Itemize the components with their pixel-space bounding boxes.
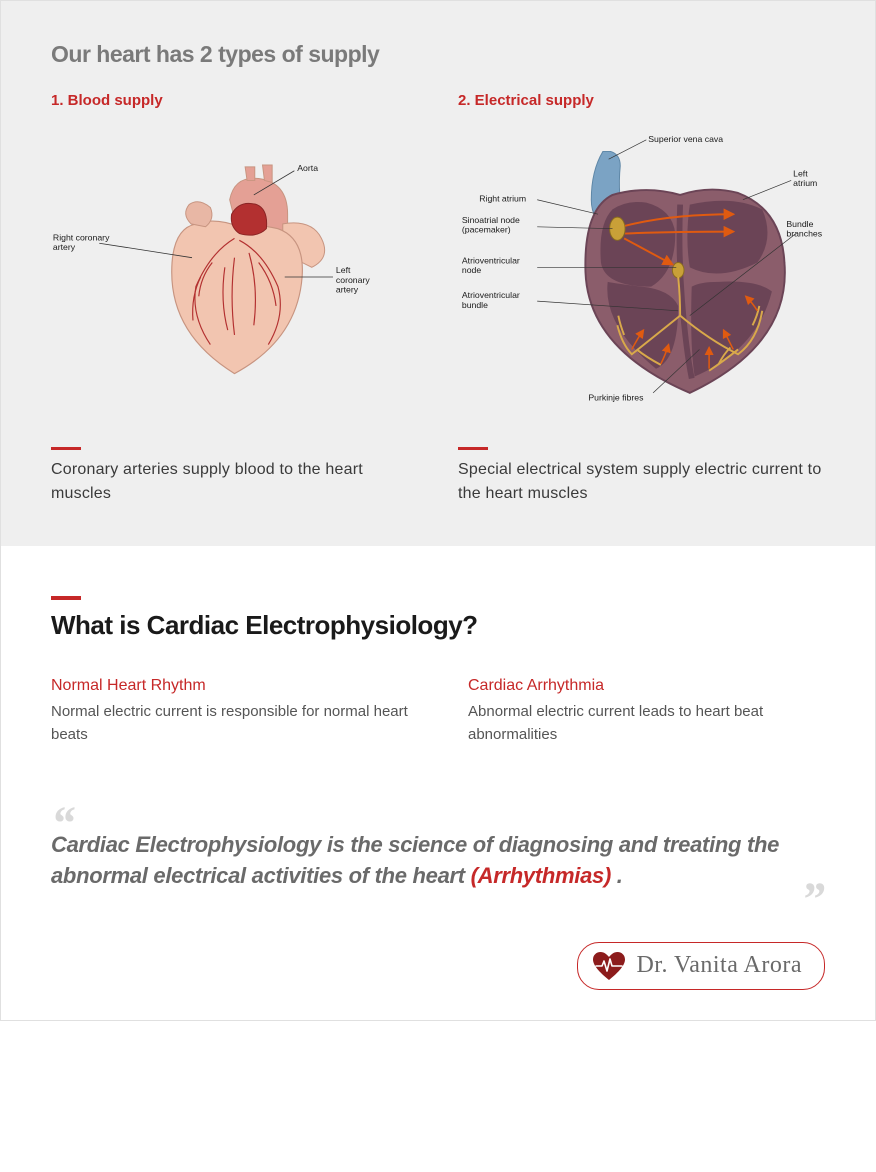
doctor-logo: Dr. Vanita Arora [577, 942, 825, 990]
svc-label: Superior vena cava [648, 134, 723, 144]
normal-rhythm-column: Normal Heart Rhythm Normal electric curr… [51, 677, 408, 746]
logo-row: Dr. Vanita Arora [51, 942, 825, 990]
arrhythmia-title: Cardiac Arrhythmia [468, 677, 825, 695]
blood-supply-column: 1. Blood supply [51, 92, 418, 506]
doctor-name: Dr. Vanita Arora [636, 952, 802, 979]
supply-row: 1. Blood supply [51, 92, 825, 506]
quote-part1: Cardiac Electrophysiology is the science… [51, 832, 779, 888]
heart-icon [592, 951, 626, 981]
quote-part2: . [611, 863, 623, 888]
electrophysiology-section: What is Cardiac Electrophysiology? Norma… [1, 546, 875, 1020]
rhythm-row: Normal Heart Rhythm Normal electric curr… [51, 677, 825, 746]
la-label: Leftatrium [793, 169, 817, 189]
rca-label: Right coronaryartery [53, 232, 110, 252]
normal-rhythm-title: Normal Heart Rhythm [51, 677, 408, 695]
lca-label: Leftcoronaryartery [336, 265, 370, 294]
section-title: What is Cardiac Electrophysiology? [51, 610, 825, 641]
supply-section: Our heart has 2 types of supply 1. Blood… [1, 1, 875, 546]
ra-label: Right atrium [479, 194, 526, 204]
electrical-supply-column: 2. Electrical supply [458, 92, 825, 506]
sa-label: Sinoatrial node(pacemaker) [462, 215, 520, 235]
blood-supply-caption: Coronary arteries supply blood to the he… [51, 458, 418, 506]
av-label: Atrioventricularnode [462, 255, 520, 275]
accent-bar [51, 596, 81, 600]
pf-label: Purkinje fibres [588, 393, 644, 403]
bb-label: Bundlebranches [786, 219, 822, 239]
avb-label: Atrioventricularbundle [462, 290, 520, 310]
accent-bar [51, 447, 81, 450]
quote-text: Cardiac Electrophysiology is the science… [51, 830, 825, 892]
blood-supply-diagram: Aorta Right coronaryartery Leftcoronarya… [51, 127, 418, 427]
electrical-supply-caption: Special electrical system supply electri… [458, 458, 825, 506]
accent-bar [458, 447, 488, 450]
arrhythmia-text: Abnormal electric current leads to heart… [468, 701, 825, 746]
aorta-label: Aorta [297, 163, 318, 173]
main-title: Our heart has 2 types of supply [51, 41, 825, 68]
quote-open-icon: “ [51, 812, 825, 836]
electrical-supply-diagram: Superior vena cava Leftatrium Right atri… [458, 127, 825, 427]
quote-emphasis: (Arrhythmias) [471, 863, 611, 888]
blood-supply-label: 1. Blood supply [51, 92, 418, 109]
electrical-supply-label: 2. Electrical supply [458, 92, 825, 109]
quote-block: “ Cardiac Electrophysiology is the scien… [51, 796, 825, 922]
arrhythmia-column: Cardiac Arrhythmia Abnormal electric cur… [468, 677, 825, 746]
normal-rhythm-text: Normal electric current is responsible f… [51, 701, 408, 746]
